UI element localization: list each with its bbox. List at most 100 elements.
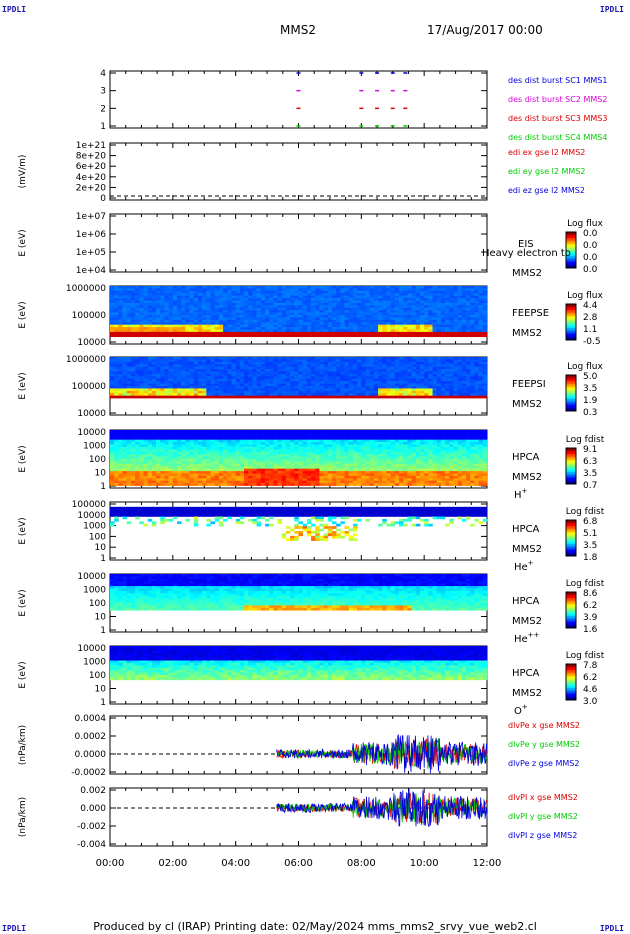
heatmap-cell [122,446,128,450]
heatmap-cell [461,305,467,309]
heatmap-cell [390,364,396,367]
heatmap-cell [235,298,241,301]
heatmap-cell [147,388,153,392]
heatmap-cell [432,307,438,311]
heatmap-cell [252,324,257,328]
heatmap-cell [302,295,308,299]
heatmap-cell [193,310,199,313]
heatmap-cell [143,483,148,486]
heatmap-cell [336,383,341,387]
heatmap-cell [399,298,404,301]
heatmap-cell [369,290,375,294]
heatmap-cell [185,334,190,338]
panel-frame-2 [109,213,488,273]
heatmap-cell [252,357,257,360]
heatmap-cell [206,298,211,301]
heatmap-cell [449,383,454,387]
heatmap-cell [260,286,266,289]
y-tick-label: 1e+06 [76,230,107,240]
heatmap-cell [197,386,203,389]
heatmap-cell [252,300,257,304]
heatmap-cell [160,449,165,453]
heatmap-cell [172,468,178,472]
heatmap-cell [298,300,303,304]
heatmap-cell [298,373,303,377]
heatmap-cell [440,312,446,316]
heatmap-cell [110,293,115,296]
heatmap-cell [244,302,249,306]
heatmap-cell [206,357,211,360]
heatmap-cell [424,302,429,306]
heatmap-cell [126,454,132,457]
heatmap-cell [206,286,211,289]
heatmap-cell [252,478,257,482]
heatmap-cell [290,329,295,333]
heatmap-cell [189,302,195,306]
heatmap-cell [202,383,207,387]
heatmap-cell [323,390,329,394]
heatmap-cell [424,288,429,292]
heatmap-cell [143,395,148,399]
heatmap-cell [110,359,115,363]
heatmap-cell [122,324,128,328]
heatmap-cell [281,361,287,365]
heatmap-cell [214,444,220,448]
colorbar-cell [566,394,576,397]
heatmap-cell [160,307,165,311]
heatmap-cell [110,329,115,333]
heatmap-cell [407,364,412,367]
heatmap-cell [311,302,316,306]
heatmap-cell [172,310,178,313]
heatmap-cell [248,456,253,460]
heatmap-cell [478,327,484,330]
heatmap-cell [315,381,320,384]
heatmap-cell [214,305,220,309]
heatmap-cell [235,295,241,299]
heatmap-cell [160,471,165,474]
heatmap-cell [294,381,299,384]
heatmap-cell [306,305,312,309]
heatmap-cell [239,286,245,289]
colorbar-cell [566,406,576,409]
heatmap-cell [436,300,442,304]
heatmap-cell [235,371,241,375]
heatmap-cell [122,312,128,316]
heatmap-cell [231,378,236,382]
heatmap-cell [143,310,148,313]
heatmap-cell [453,331,458,335]
heatmap-cell [394,378,400,382]
heatmap-cell [218,388,224,392]
heatmap-cell [264,432,270,436]
heatmap-cell [264,361,270,365]
heatmap-cell [336,298,341,301]
heatmap-cell [235,364,241,367]
heatmap-cell [478,317,484,321]
heatmap-cell [273,305,278,309]
heatmap-cell [264,444,270,448]
heatmap-cell [193,305,199,309]
heatmap-cell [264,334,270,338]
heatmap-cell [122,290,128,294]
heatmap-cell [181,334,186,338]
heatmap-cell [160,432,165,436]
heatmap-cell [193,388,199,392]
heatmap-cell [202,381,207,384]
heatmap-cell [218,366,224,370]
heatmap-cell [407,371,412,375]
heatmap-cell [164,373,169,377]
heatmap-cell [172,378,178,382]
heatmap-cell [151,378,157,382]
heatmap-cell [281,305,287,309]
heatmap-cell [445,307,450,311]
heatmap-cell [273,390,278,394]
heatmap-cell [181,310,186,313]
heatmap-cell [118,288,123,292]
heatmap-cell [373,327,379,330]
heatmap-cell [160,312,165,316]
heatmap-cell [394,393,400,396]
heatmap-cell [390,376,396,380]
heatmap-cell [193,451,199,455]
heatmap-cell [126,468,132,472]
heatmap-cell [189,483,195,486]
heatmap-cell [478,315,484,318]
